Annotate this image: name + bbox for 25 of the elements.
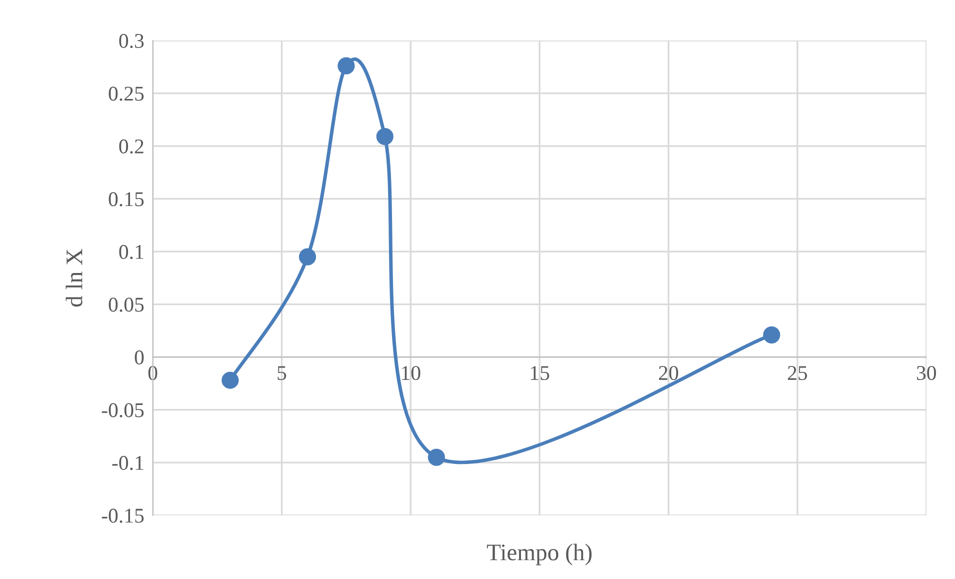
x-tick-label: 5 [278,366,286,380]
y-tick-label: -0.05 [102,403,144,418]
point [298,248,316,266]
x-tick-label: 25 [788,366,808,380]
y-tick-label: -0.1 [112,456,144,470]
x-tick-label: 10 [402,366,420,380]
y-tick-label: 0.15 [108,192,144,206]
x-tick-label: 15 [530,366,550,380]
x-tick-label: 30 [916,366,936,380]
y-tick-label: 0.25 [108,86,144,101]
point [222,372,239,389]
x-tick-label: 0 [148,366,158,380]
y-tick-label: 0.1 [119,244,144,260]
y-axis-title: d ln X [66,248,82,307]
x-tick-label: 20 [659,366,678,380]
x-axis-title: Tiempo (h) [486,544,592,566]
point [428,448,445,466]
y-tick-label: 0.3 [119,34,144,48]
point [338,57,355,74]
point [376,128,394,146]
point [763,326,780,344]
y-tick-label: 0 [134,350,144,364]
y-tick-label: 0.2 [119,139,144,154]
y-tick-label: 0.05 [108,298,144,312]
y-tick-label: -0.15 [102,508,144,523]
